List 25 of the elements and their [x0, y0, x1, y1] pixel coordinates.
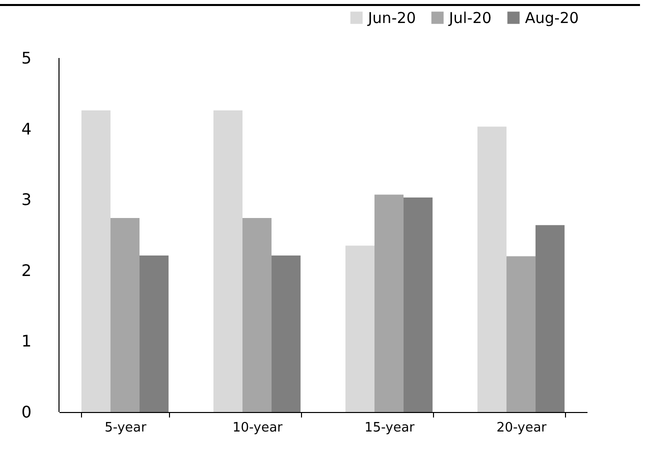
- bar: [81, 110, 110, 412]
- bar: [345, 246, 374, 412]
- bar: [140, 256, 169, 412]
- bar: [242, 218, 272, 412]
- x-tick-label: 20-year: [496, 420, 548, 436]
- y-tick-label: 2: [21, 260, 32, 280]
- legend-label: Aug-20: [525, 8, 579, 27]
- x-tick-label: 15-year: [364, 420, 416, 436]
- x-tick-label: 10-year: [232, 420, 284, 436]
- bar: [110, 218, 140, 412]
- bar: [213, 110, 242, 412]
- legend-label: Jul-20: [448, 8, 492, 27]
- bar: [536, 225, 565, 412]
- y-tick-label: 3: [21, 190, 32, 210]
- legend-label: Jun-20: [367, 8, 416, 27]
- bar: [506, 256, 536, 412]
- y-tick-label: 1: [21, 332, 32, 351]
- y-tick-label: 0: [21, 402, 32, 422]
- y-tick-label: 4: [21, 119, 32, 138]
- bar: [477, 126, 506, 412]
- bar: [374, 194, 404, 412]
- x-tick-label: 5-year: [104, 420, 148, 436]
- y-tick-label: 5: [21, 48, 32, 68]
- bar: [404, 197, 433, 412]
- bar: [272, 256, 301, 412]
